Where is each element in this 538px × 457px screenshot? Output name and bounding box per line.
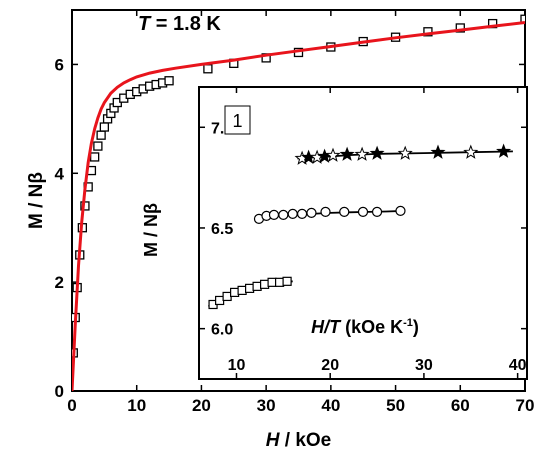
inset-data-point — [357, 206, 369, 217]
inset-data-point — [268, 209, 280, 220]
main-x-axis-label: H / kOe — [266, 430, 331, 451]
inset-plot-frame — [198, 86, 528, 380]
inset-data-point — [306, 207, 317, 218]
inset-data-point — [296, 208, 308, 219]
main-data-point — [520, 14, 525, 24]
inset-data-point — [282, 276, 292, 286]
inset-data-point — [371, 206, 383, 217]
inset-data-point — [463, 144, 479, 159]
main-plot: 0 10 20 30 40 50 60 70 0 2 4 6 H / kOe M / Nβ T = 1.8 … — [26, 9, 535, 451]
inset-data-point — [354, 146, 370, 161]
main-x-tick-label: 10 — [127, 396, 146, 415]
main-y-tick-label: 4 — [55, 164, 65, 183]
inset-data-point — [252, 281, 262, 291]
inset-series-square — [207, 276, 293, 310]
panel-label-box — [224, 105, 251, 135]
inset-x-tick-label: 40 — [509, 357, 527, 374]
inset-data-point — [395, 205, 406, 216]
inset-data-point — [222, 291, 232, 302]
inset-data-point — [245, 283, 255, 293]
main-x-tick-label: 0 — [67, 396, 76, 415]
main-x-tick-label: 30 — [257, 396, 276, 415]
inset-data-point — [397, 145, 413, 160]
inset-y-tick-label: 6.0 — [211, 322, 233, 339]
inset-data-point — [325, 147, 341, 162]
main-x-tick-label: 70 — [516, 396, 535, 415]
inset-data-point — [267, 277, 277, 287]
main-data-point — [93, 141, 103, 151]
main-y-tick-label: 2 — [55, 273, 64, 292]
inset-data-point — [339, 146, 355, 161]
temperature-annotation: T = 1.8 K — [138, 13, 221, 35]
inset-x-tick-label: 30 — [415, 357, 433, 374]
main-y-tick-label: 0 — [55, 382, 64, 401]
inset-data-point — [278, 209, 289, 220]
inset-data-point — [320, 206, 331, 217]
inset-y-axis-label: M / Nβ — [141, 203, 161, 257]
main-data-point — [90, 152, 100, 162]
inset-data-point — [260, 279, 270, 289]
inset-x-axis-label: H/T (kOe K-1) — [311, 317, 419, 337]
main-y-axis-label: M / Nβ — [26, 172, 47, 229]
inset-data-point — [339, 206, 350, 217]
main-data-point — [99, 122, 110, 132]
inset-data-point — [496, 143, 512, 158]
inset-x-tick-label: 20 — [321, 357, 339, 374]
inset-x-tick-label: 10 — [228, 357, 246, 374]
main-data-point — [96, 130, 106, 140]
main-data-point — [164, 76, 174, 86]
main-data-point — [203, 64, 213, 74]
inset-data-point — [237, 285, 247, 295]
inset-series-star — [294, 143, 513, 165]
panel-label: 1 — [232, 111, 242, 131]
inset-y-tick-label: 6.5 — [211, 221, 233, 238]
main-data-point — [455, 23, 465, 33]
main-fit-line — [72, 21, 525, 391]
main-x-tick-label: 40 — [321, 396, 340, 415]
inset-data-point — [215, 295, 225, 306]
main-x-tick-label: 60 — [451, 396, 470, 415]
main-y-tick-label: 6 — [55, 55, 64, 74]
inset-data-point — [274, 277, 285, 287]
main-x-tick-label: 50 — [386, 396, 405, 415]
main-x-tick-label: 20 — [192, 396, 211, 415]
inset-series-circle — [253, 205, 406, 225]
inset-data-point — [230, 287, 240, 298]
main-data-point — [423, 27, 433, 37]
inset-data-point — [287, 208, 298, 219]
inset-data-point — [369, 145, 385, 160]
inset-plot: 10 20 30 406.06.57.0H/T (kOe K-1)1 — [198, 86, 528, 380]
inset-data-point — [430, 144, 446, 159]
